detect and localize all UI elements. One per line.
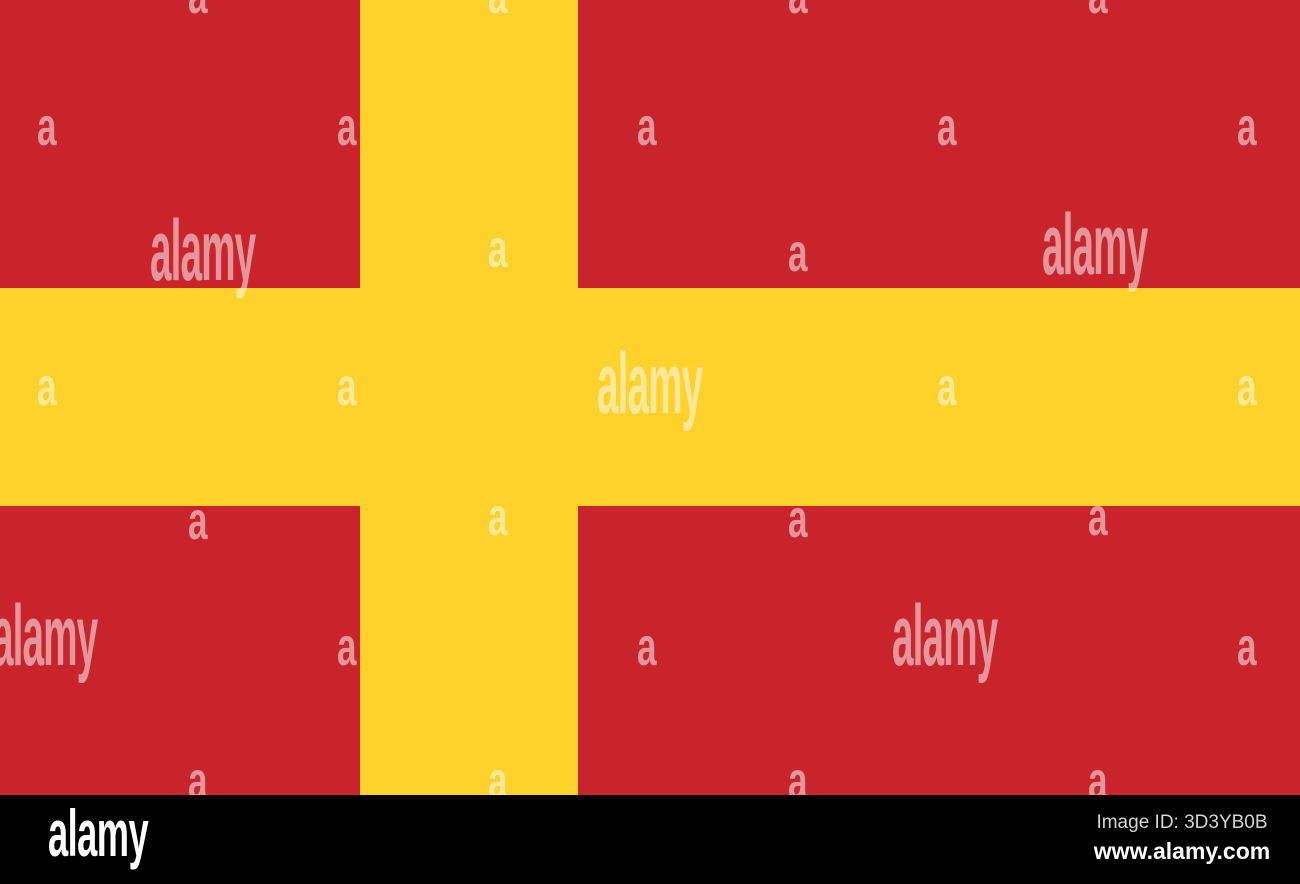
watermark-alamy-small: a bbox=[1088, 0, 1108, 22]
watermark-alamy-small: a bbox=[637, 97, 657, 157]
alamy-logo: alamy bbox=[48, 796, 149, 870]
watermark-alamy-small: a bbox=[337, 97, 357, 157]
watermark-alamy-small: a bbox=[788, 489, 808, 549]
watermark-alamy-small: a bbox=[1237, 357, 1257, 417]
watermark-alamy-small: a bbox=[1088, 487, 1108, 547]
alamy-url-text: www.alamy.com bbox=[1093, 838, 1271, 864]
watermark-alamy-small: a bbox=[937, 97, 957, 157]
watermark-alamy-large: alamy bbox=[0, 588, 98, 684]
watermark-alamy-small: a bbox=[488, 487, 508, 547]
watermark-alamy-small: a bbox=[788, 223, 808, 283]
cross-vertical-stripe bbox=[360, 0, 578, 795]
watermark-alamy-small: a bbox=[488, 219, 508, 279]
watermark-alamy-small: a bbox=[188, 0, 208, 22]
watermark-alamy-small: a bbox=[1237, 617, 1257, 677]
flag-image bbox=[0, 0, 1300, 795]
watermark-layer: alamy alamy alamy alamy alamy a a a a a a a a a a a a a a a… bbox=[0, 0, 1257, 808]
watermark-alamy-small: a bbox=[488, 751, 508, 811]
cross-horizontal-stripe bbox=[0, 288, 1300, 506]
watermark-alamy-large: alamy bbox=[892, 588, 998, 684]
watermark-alamy-small: a bbox=[637, 617, 657, 677]
watermark-alamy-small: a bbox=[488, 0, 508, 22]
watermark-alamy-small: a bbox=[37, 97, 57, 157]
watermark-alamy-large: alamy bbox=[1042, 197, 1148, 293]
watermark-alamy-large: alamy bbox=[597, 336, 703, 432]
watermark-alamy-large: alamy bbox=[150, 203, 256, 299]
watermark-alamy-small: a bbox=[788, 0, 808, 22]
watermark-alamy-small: a bbox=[1237, 97, 1257, 157]
image-id-box: Image ID: 3D3YB0B www.alamy.com bbox=[1064, 810, 1300, 866]
watermark-alamy-small: a bbox=[937, 357, 957, 417]
watermark-alamy-small: a bbox=[37, 357, 57, 417]
watermark-alamy-small: a bbox=[788, 751, 808, 811]
watermark-alamy-small: a bbox=[188, 491, 208, 551]
footer-bar bbox=[0, 795, 1300, 884]
image-id-text: Image ID: 3D3YB0B bbox=[1096, 812, 1268, 833]
watermark-alamy-small: a bbox=[188, 751, 208, 811]
watermark-alamy-small: a bbox=[1088, 751, 1108, 811]
watermark-alamy-small: a bbox=[337, 357, 357, 417]
watermark-alamy-small: a bbox=[337, 617, 357, 677]
